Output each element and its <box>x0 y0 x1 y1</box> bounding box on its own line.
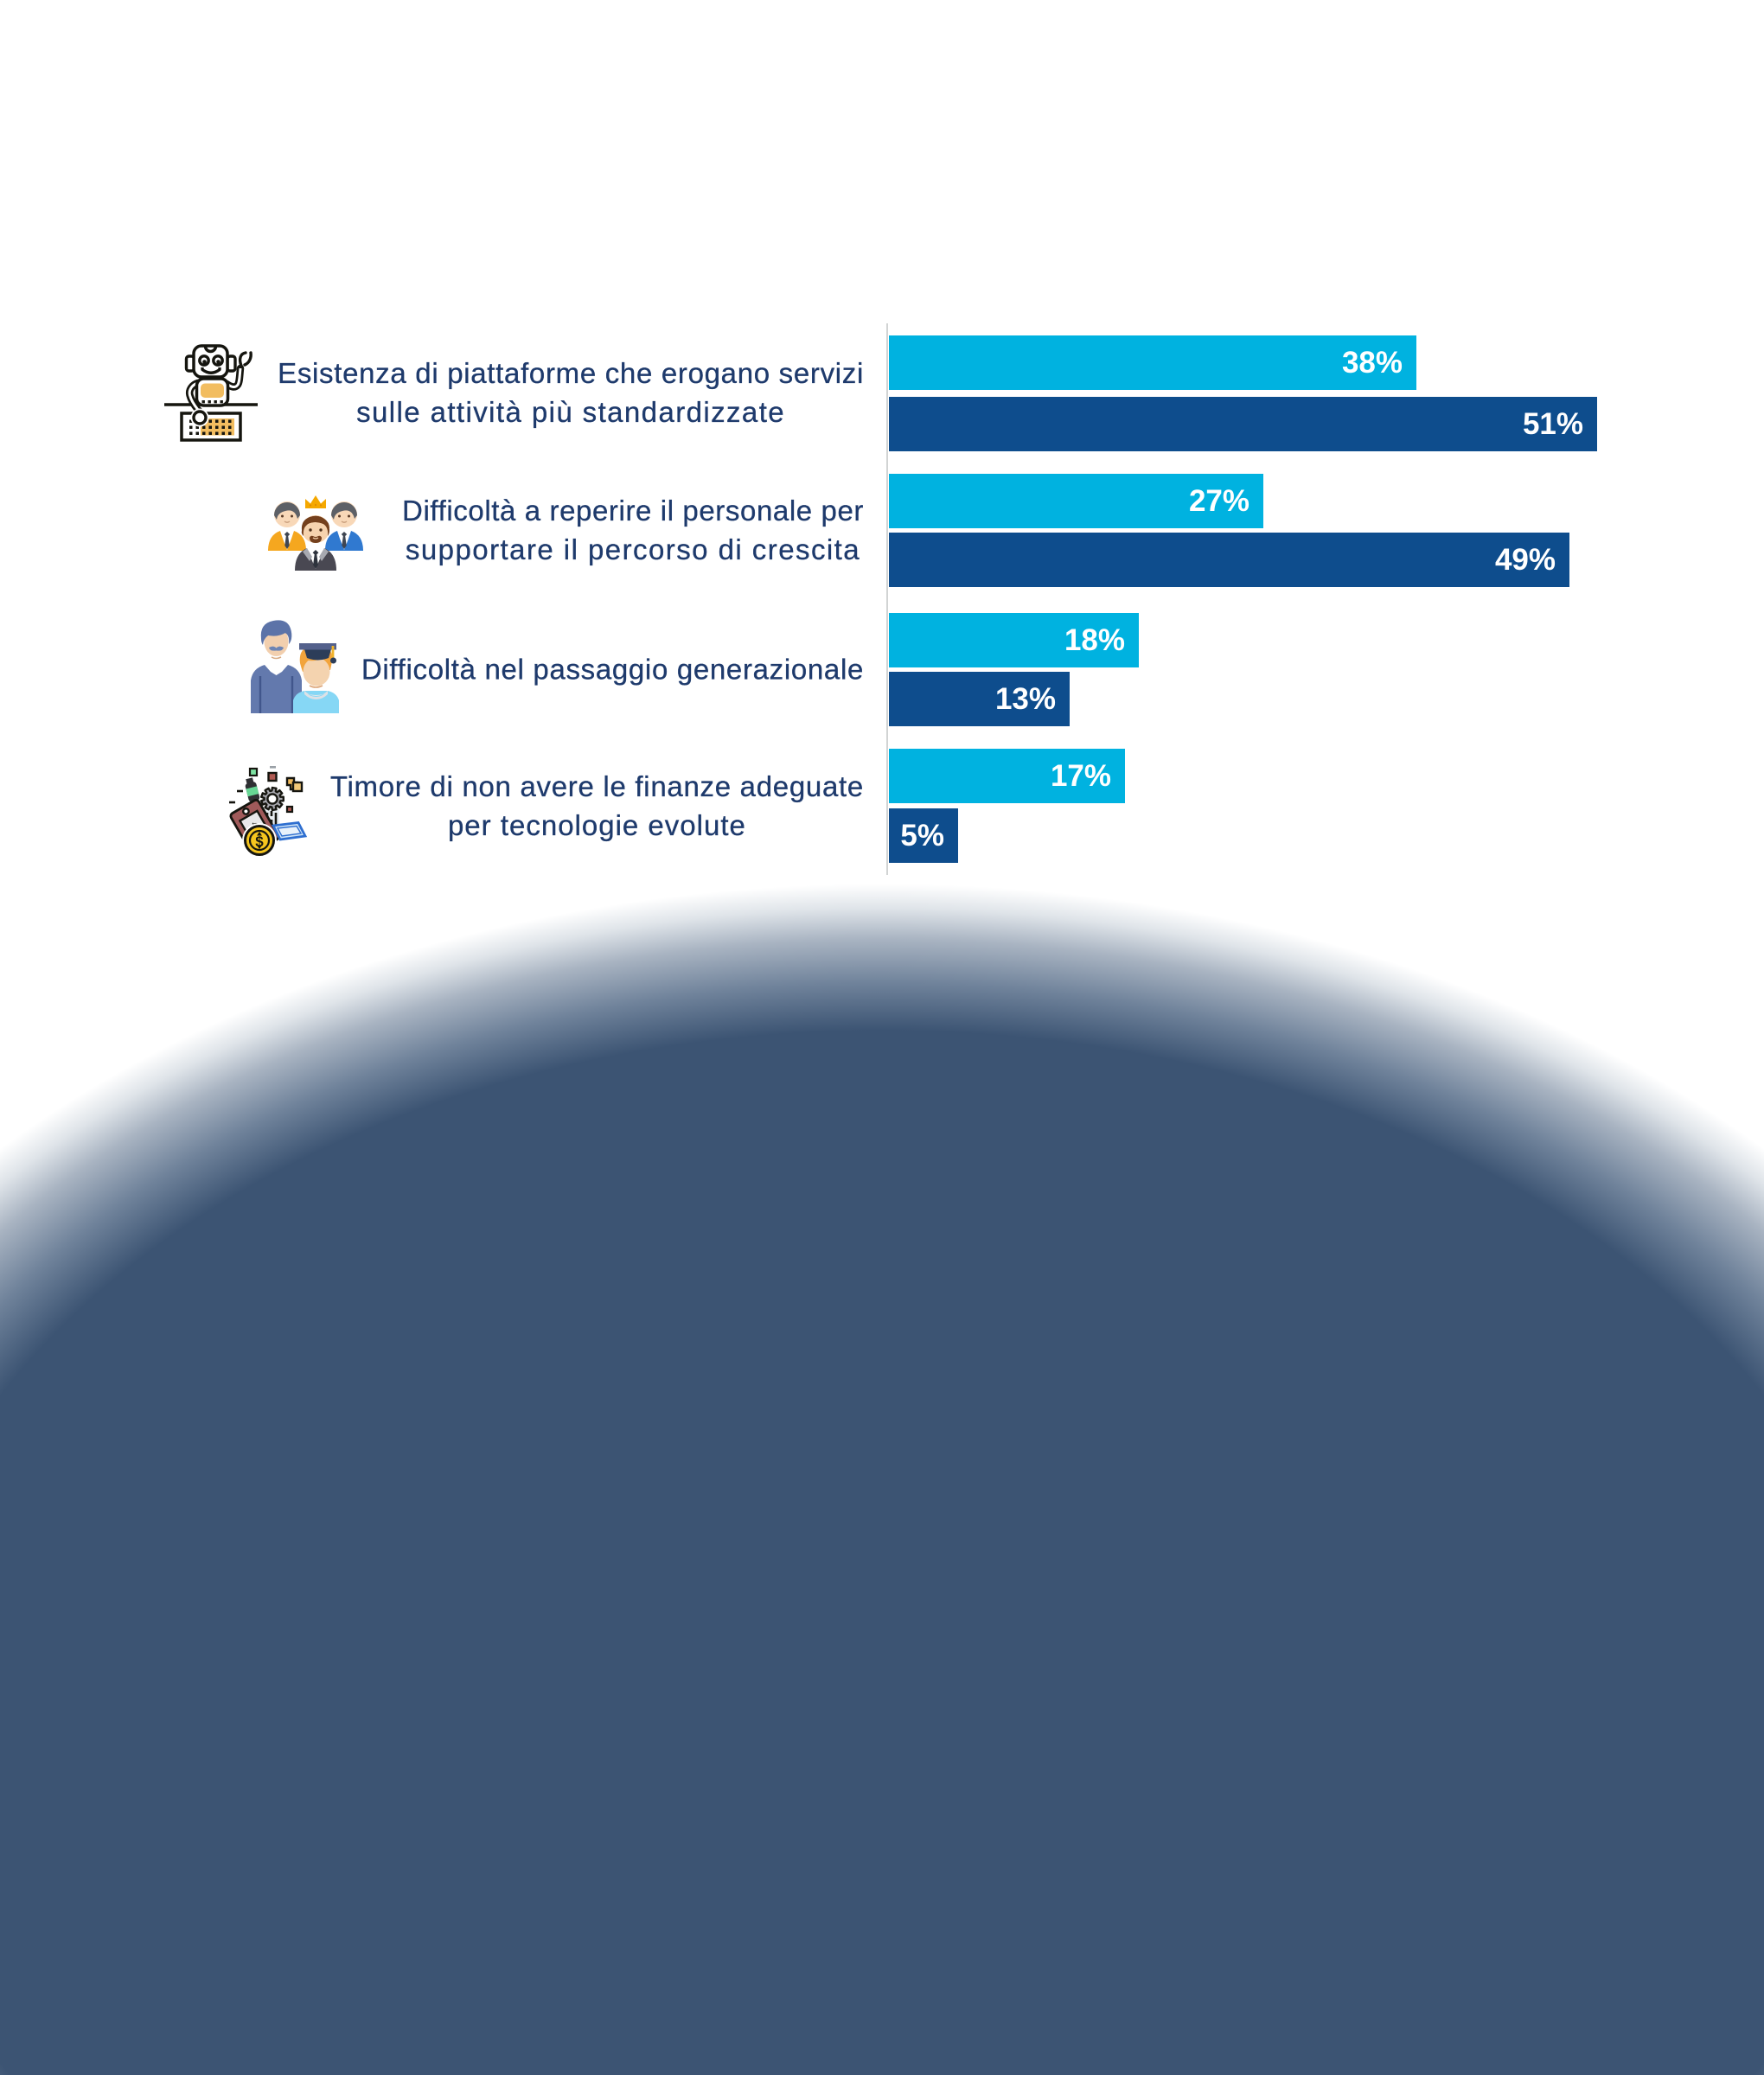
svg-text:$: $ <box>255 833 264 850</box>
